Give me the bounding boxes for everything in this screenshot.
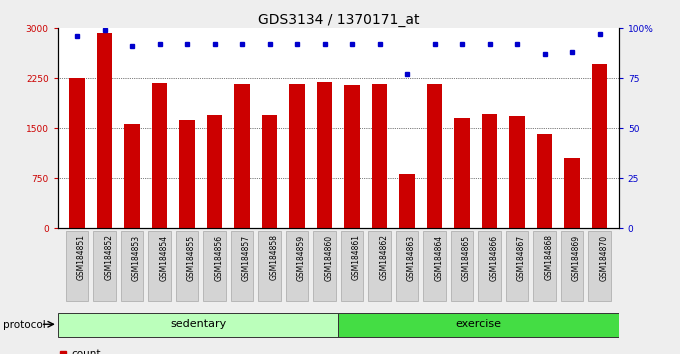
FancyBboxPatch shape (341, 232, 363, 301)
Bar (124, 124, 139, 228)
Text: GSM184863: GSM184863 (407, 234, 416, 280)
FancyBboxPatch shape (423, 232, 446, 301)
Bar (482, 114, 497, 228)
Bar (317, 82, 332, 228)
Text: GSM184852: GSM184852 (105, 234, 114, 280)
Text: GSM184862: GSM184862 (379, 234, 388, 280)
FancyBboxPatch shape (533, 232, 556, 301)
FancyBboxPatch shape (396, 232, 418, 301)
FancyBboxPatch shape (506, 232, 528, 301)
Bar (372, 84, 387, 228)
Text: count: count (72, 349, 101, 354)
FancyBboxPatch shape (203, 232, 226, 301)
Bar (262, 115, 277, 228)
Text: GSM184866: GSM184866 (490, 234, 498, 280)
Text: GSM184869: GSM184869 (572, 234, 581, 280)
Text: GSM184868: GSM184868 (545, 234, 554, 280)
Text: GSM184856: GSM184856 (215, 234, 224, 280)
Text: GSM184857: GSM184857 (242, 234, 251, 280)
Bar (180, 120, 194, 228)
Bar (537, 134, 552, 228)
Text: GSM184855: GSM184855 (187, 234, 196, 280)
Bar (427, 84, 442, 228)
Bar (454, 118, 470, 228)
FancyBboxPatch shape (369, 232, 391, 301)
FancyBboxPatch shape (451, 232, 473, 301)
Text: GSM184854: GSM184854 (160, 234, 169, 280)
Bar (152, 83, 167, 228)
Text: GSM184858: GSM184858 (269, 234, 279, 280)
Bar (509, 116, 524, 228)
FancyBboxPatch shape (286, 232, 308, 301)
Text: GSM184861: GSM184861 (352, 234, 361, 280)
Bar (235, 84, 250, 228)
Text: protocol: protocol (3, 320, 46, 330)
FancyBboxPatch shape (561, 232, 583, 301)
FancyBboxPatch shape (121, 232, 143, 301)
Bar (399, 174, 415, 228)
Bar (564, 158, 579, 228)
Title: GDS3134 / 1370171_at: GDS3134 / 1370171_at (258, 13, 419, 27)
FancyBboxPatch shape (588, 232, 611, 301)
Text: GSM184870: GSM184870 (600, 234, 609, 280)
Text: GSM184864: GSM184864 (435, 234, 443, 280)
Bar (69, 78, 84, 228)
Text: GSM184859: GSM184859 (297, 234, 306, 280)
Text: GSM184853: GSM184853 (132, 234, 141, 280)
Text: exercise: exercise (456, 319, 502, 329)
Text: GSM184867: GSM184867 (517, 234, 526, 280)
Text: GSM184851: GSM184851 (77, 234, 86, 280)
Bar (345, 85, 360, 228)
FancyBboxPatch shape (93, 232, 116, 301)
Bar (207, 115, 222, 228)
FancyBboxPatch shape (339, 313, 619, 337)
FancyBboxPatch shape (478, 232, 501, 301)
FancyBboxPatch shape (313, 232, 336, 301)
Bar (290, 84, 305, 228)
FancyBboxPatch shape (66, 232, 88, 301)
Text: GSM184865: GSM184865 (462, 234, 471, 280)
Bar (97, 33, 112, 228)
FancyBboxPatch shape (175, 232, 199, 301)
FancyBboxPatch shape (258, 232, 281, 301)
Bar (592, 64, 607, 228)
Text: GSM184860: GSM184860 (324, 234, 334, 280)
FancyBboxPatch shape (58, 313, 339, 337)
FancyBboxPatch shape (231, 232, 254, 301)
FancyBboxPatch shape (148, 232, 171, 301)
Text: sedentary: sedentary (170, 319, 226, 329)
